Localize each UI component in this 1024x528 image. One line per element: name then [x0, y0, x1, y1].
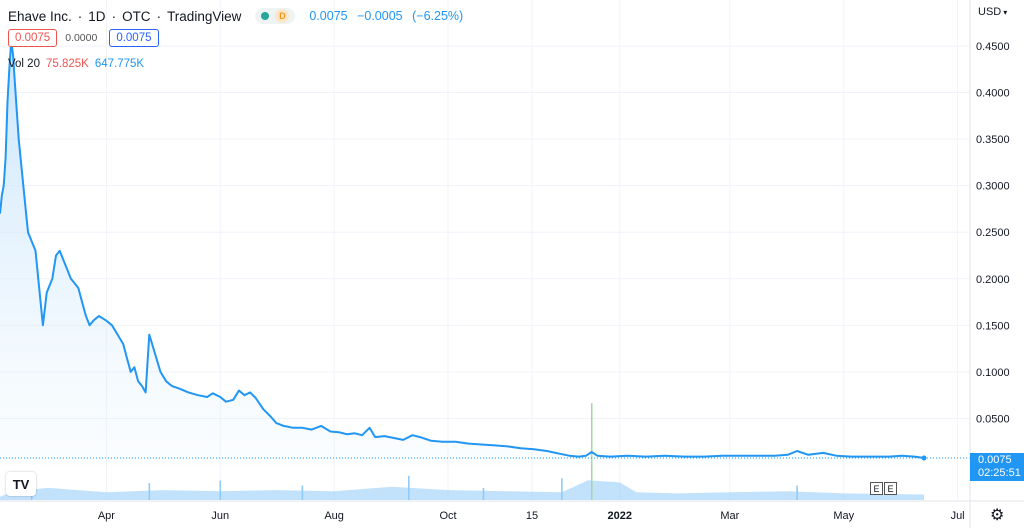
volume-legend[interactable]: Vol 20 75.825K 647.775K [8, 58, 144, 70]
x-tick-label: Jun [211, 510, 229, 522]
y-tick-label: 0.1500 [976, 320, 1010, 332]
tradingview-logo-icon[interactable]: TV [6, 472, 36, 496]
last-price-dot [921, 455, 927, 461]
volume-area [0, 480, 924, 500]
volume-bar [796, 485, 798, 500]
last-price-value: 0.0075 [978, 454, 1012, 466]
currency-selector[interactable]: USD ▾ [978, 6, 1007, 18]
volume-bar [301, 485, 304, 500]
buy-price-button[interactable]: 0.0075 [109, 29, 159, 47]
y-tick-label: 0.2000 [976, 274, 1010, 286]
sell-price-button[interactable]: 0.0075 [8, 29, 58, 47]
symbol-name[interactable]: Ehave Inc. [8, 8, 72, 24]
y-tick-label: 0.1000 [976, 367, 1010, 379]
price-area [0, 40, 970, 466]
quote-summary: 0.0075 −0.0005 (−6.25%) [309, 9, 469, 23]
earnings-marker[interactable]: E [884, 482, 897, 495]
x-tick-label: Mar [720, 510, 739, 522]
volume-bar [219, 480, 222, 500]
spread-value: 0.0000 [65, 32, 98, 44]
x-tick-label: 15 [526, 510, 538, 522]
exchange-label: OTC [122, 8, 151, 24]
grid-lines [0, 0, 970, 500]
y-tick-label: 0.4000 [976, 88, 1010, 100]
market-open-dot-icon [261, 12, 270, 20]
y-tick-label: 0.0500 [976, 413, 1010, 425]
source-label: TradingView [167, 8, 242, 24]
last-price-label: 0.0075 02:25:51 [970, 453, 1024, 481]
time-axis[interactable]: Apr Jun Aug Oct 15 2022 Mar May Jul [0, 500, 1024, 522]
volume-ma-value: 647.775K [94, 58, 145, 70]
volume-bar [482, 487, 485, 500]
bid-ask-row: 0.0075 0.0000 0.0075 [8, 29, 159, 47]
price-axis[interactable]: 0.0500 0.1000 0.1500 0.2000 0.2500 0.3000 0.35… [969, 0, 1010, 528]
y-tick-label: 0.4500 [976, 41, 1010, 53]
price-line [0, 40, 925, 459]
x-tick-label: May [833, 510, 854, 522]
x-tick-label: Jul [951, 510, 965, 522]
y-tick-label: 0.3500 [976, 134, 1010, 146]
bar-countdown: 02:25:51 [978, 467, 1021, 479]
price-fill [0, 41, 924, 466]
x-tick-label: Oct [439, 510, 456, 522]
last-price: 0.0075 [309, 9, 348, 23]
earnings-marker[interactable]: E [870, 482, 883, 495]
x-tick-label: 2022 [607, 510, 631, 522]
y-tick-label: 0.2500 [976, 227, 1010, 239]
x-tick-label: Aug [324, 510, 344, 522]
chevron-down-icon: ▾ [1003, 8, 1008, 17]
y-tick-label: 0.3000 [976, 181, 1010, 193]
currency-label: USD [978, 6, 1002, 18]
volume-bar [148, 483, 151, 500]
price-change: −0.0005 [357, 9, 403, 23]
symbol-header: Ehave Inc. · 1D · OTC · TradingView D 0.… [8, 6, 469, 26]
x-tick-label: Apr [98, 510, 115, 522]
gear-icon[interactable]: ⚙ [990, 507, 1005, 524]
delayed-badge: D [275, 9, 290, 23]
volume-bar [561, 478, 563, 500]
volume-bar [408, 475, 410, 500]
market-status-icon[interactable]: D [255, 8, 296, 24]
volume-label: Vol 20 [8, 58, 40, 70]
interval-label[interactable]: 1D [88, 8, 106, 24]
price-change-pct: (−6.25%) [412, 9, 464, 23]
volume-value: 75.825K [45, 58, 89, 70]
